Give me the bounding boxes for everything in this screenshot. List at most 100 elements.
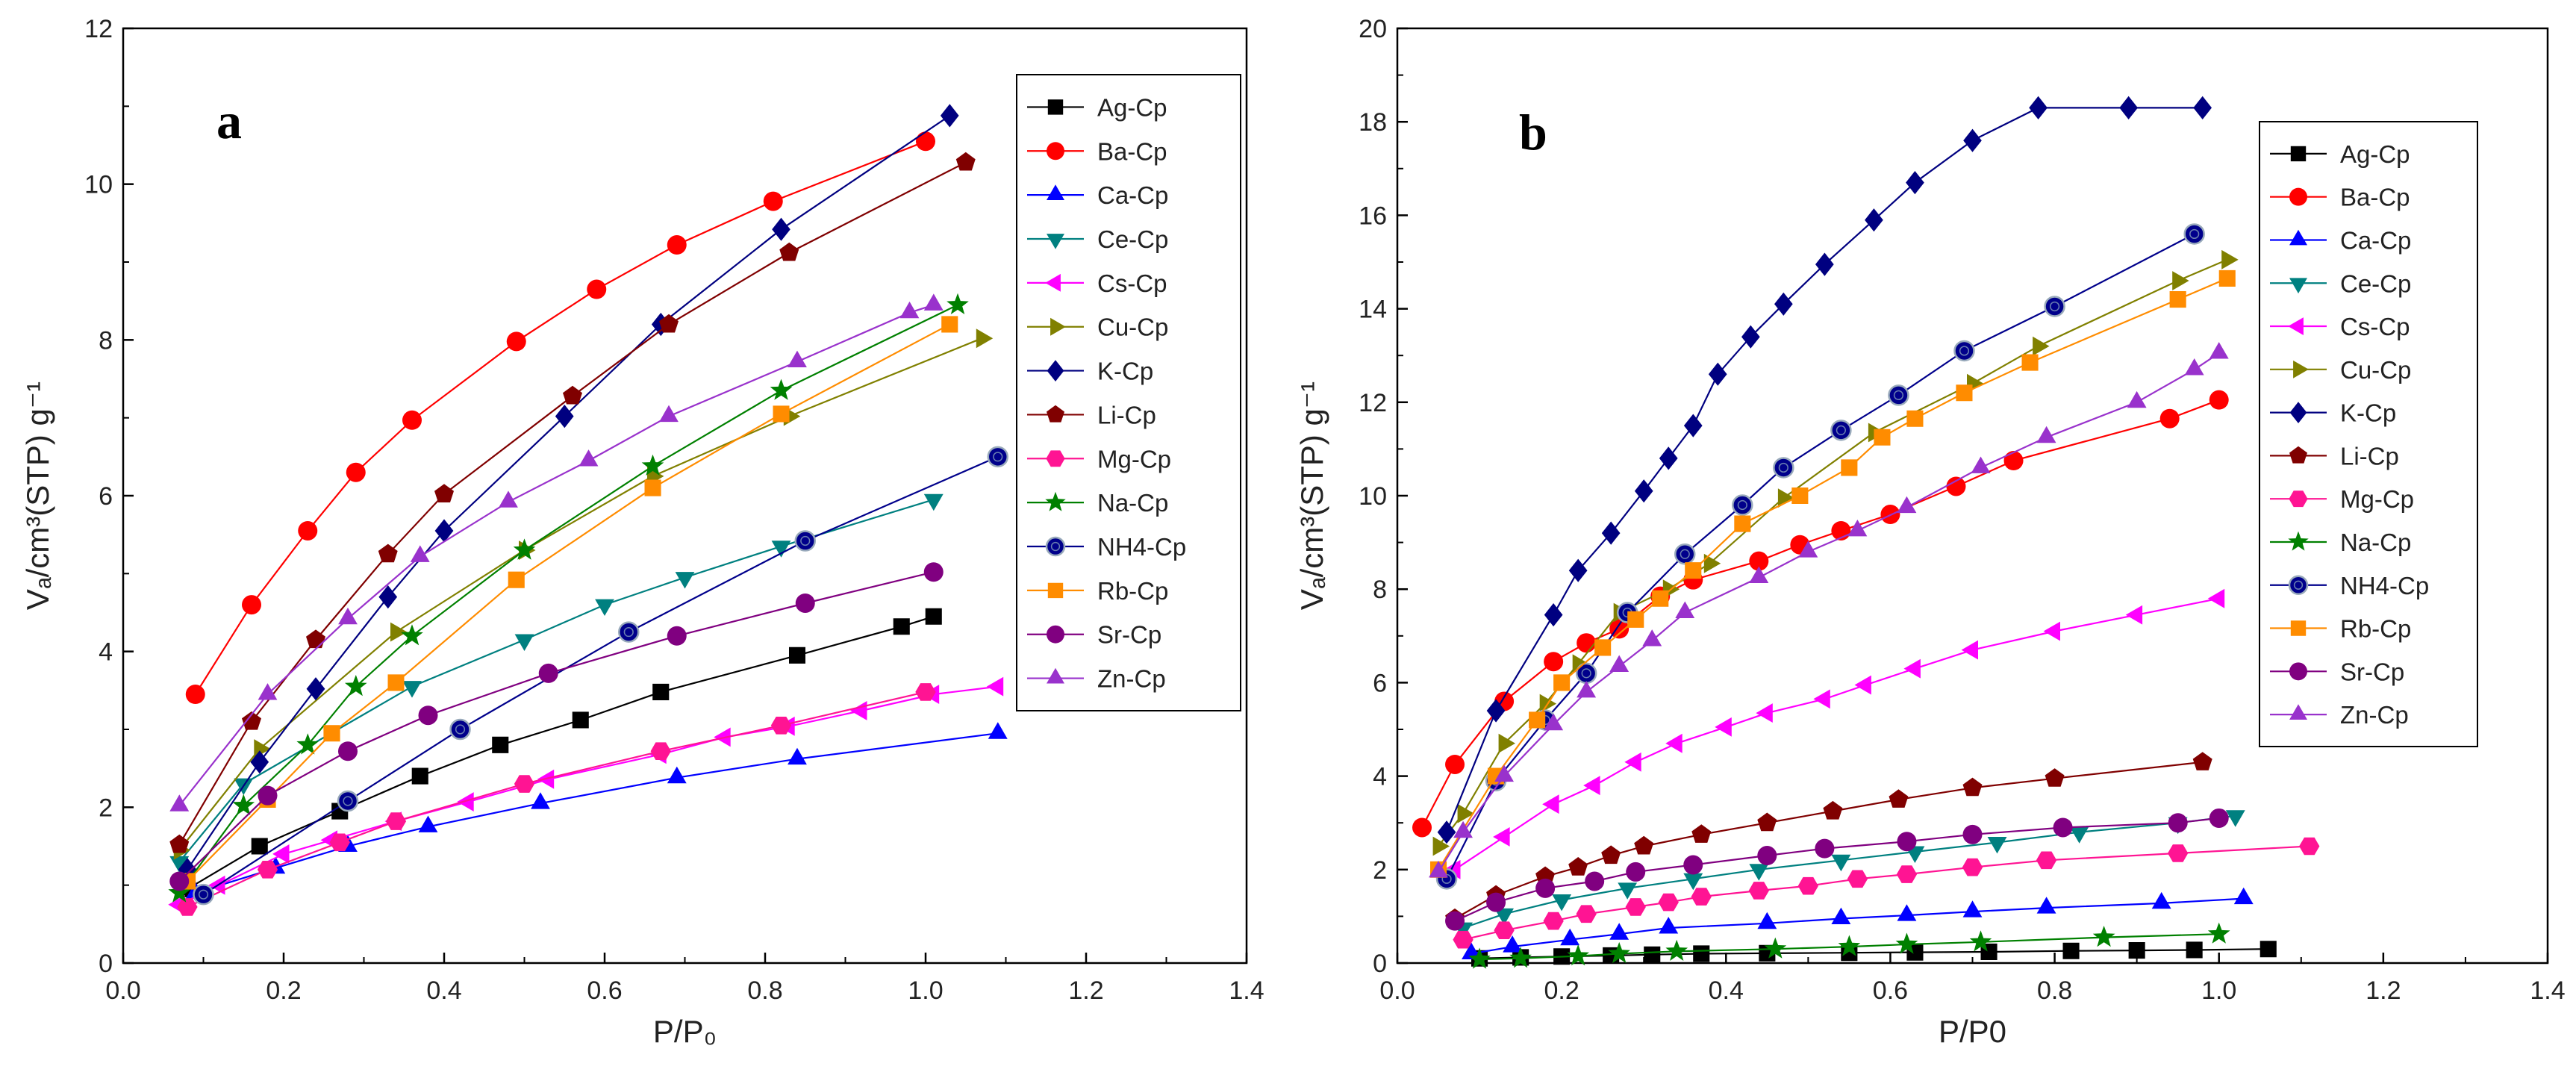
data-point bbox=[955, 152, 976, 171]
data-point bbox=[988, 722, 1008, 739]
data-point bbox=[2069, 826, 2089, 844]
legend-entry: Cu-Cp bbox=[2270, 356, 2411, 384]
series-nh4-cp bbox=[193, 446, 1008, 906]
data-point bbox=[1963, 128, 1982, 152]
data-point bbox=[2209, 390, 2229, 410]
x-tick-label: 0.0 bbox=[1379, 976, 1415, 1005]
data-point bbox=[1468, 947, 1491, 969]
data-point bbox=[1708, 362, 1727, 386]
data-point bbox=[177, 898, 198, 916]
x-tick-label: 1.2 bbox=[1068, 976, 1103, 1005]
data-point bbox=[1757, 846, 1777, 866]
legend-entry: Ag-Cp bbox=[1027, 93, 1167, 121]
data-point bbox=[1865, 208, 1883, 232]
data-point bbox=[2225, 810, 2245, 827]
data-point bbox=[1774, 292, 1793, 316]
legend-entry: NH4-Cp bbox=[1027, 533, 1186, 561]
y-tick-label: 14 bbox=[1359, 296, 1387, 324]
legend-marker bbox=[1045, 273, 1061, 292]
series-rb-cp bbox=[1430, 270, 2236, 878]
legend-marker bbox=[1045, 536, 1066, 557]
legend-entry: Sr-Cp bbox=[2270, 658, 2404, 685]
data-point bbox=[1609, 923, 1630, 940]
data-point bbox=[923, 293, 944, 311]
data-point bbox=[1691, 824, 1712, 843]
data-point bbox=[1798, 540, 1818, 558]
data-point bbox=[1659, 446, 1678, 470]
series-line bbox=[1421, 399, 2220, 829]
series-k-cp bbox=[178, 104, 959, 882]
data-point bbox=[2033, 336, 2050, 356]
series-line bbox=[1454, 597, 2219, 870]
legend-box bbox=[1016, 74, 1241, 711]
data-point bbox=[1583, 776, 1600, 796]
legend-label: Li-Cp bbox=[2340, 442, 2399, 470]
data-point bbox=[1624, 752, 1641, 772]
series-mg-cp bbox=[177, 683, 936, 916]
data-point bbox=[2092, 926, 2115, 947]
series-line bbox=[178, 499, 935, 863]
legend-marker bbox=[1046, 450, 1065, 467]
data-point bbox=[763, 191, 783, 211]
data-point bbox=[659, 314, 679, 333]
data-point bbox=[2207, 922, 2230, 944]
data-point bbox=[1823, 800, 1843, 820]
legend-entry: Na-Cp bbox=[1027, 489, 1168, 517]
data-point bbox=[1734, 515, 1751, 532]
data-point bbox=[1831, 854, 1851, 872]
y-axis-label: Vₐ/cm³(STP) g⁻¹ bbox=[20, 381, 55, 610]
data-point bbox=[250, 750, 269, 774]
data-point bbox=[1956, 384, 1973, 402]
series-line bbox=[194, 140, 926, 695]
legend-entry: Li-Cp bbox=[2270, 442, 2399, 470]
data-point bbox=[789, 647, 805, 664]
data-point bbox=[2125, 605, 2143, 625]
series-nh4-cp bbox=[1435, 223, 2205, 890]
series-ca-cp bbox=[185, 722, 1008, 899]
data-point bbox=[773, 405, 790, 423]
data-point bbox=[401, 624, 423, 646]
data-point bbox=[925, 608, 942, 625]
legend-entry: Ba-Cp bbox=[2270, 184, 2410, 211]
legend-label: Cs-Cp bbox=[2340, 313, 2410, 340]
data-point bbox=[1659, 917, 1679, 934]
data-point bbox=[508, 571, 525, 588]
series-line bbox=[178, 337, 982, 851]
data-point bbox=[1445, 754, 1465, 774]
data-point bbox=[714, 727, 731, 747]
y-tick-label: 2 bbox=[99, 794, 113, 822]
data-point bbox=[578, 449, 599, 467]
data-point bbox=[514, 634, 534, 651]
legend-entry: Ce-Cp bbox=[1027, 225, 1168, 253]
data-point bbox=[378, 543, 398, 563]
x-tick-label: 0.4 bbox=[426, 976, 461, 1005]
data-point bbox=[344, 675, 367, 697]
data-point bbox=[2233, 887, 2254, 905]
legend-entry: Mg-Cp bbox=[1027, 445, 1171, 473]
data-point bbox=[272, 844, 290, 864]
data-point bbox=[1831, 907, 1851, 924]
data-point bbox=[1757, 912, 1777, 929]
legend-marker bbox=[1050, 317, 1066, 336]
legend-entry: Ba-Cp bbox=[1027, 137, 1167, 165]
data-point bbox=[1693, 945, 1710, 962]
data-point bbox=[2053, 817, 2073, 838]
legend-marker bbox=[1047, 405, 1064, 423]
data-point bbox=[770, 378, 793, 400]
data-point bbox=[2209, 342, 2229, 359]
data-point bbox=[1896, 865, 1918, 883]
x-tick-label: 1.2 bbox=[2366, 976, 2401, 1005]
data-point bbox=[1897, 832, 1917, 852]
legend-label: Na-Cp bbox=[2340, 529, 2411, 556]
x-tick-label: 0.8 bbox=[747, 976, 782, 1005]
data-point bbox=[2045, 768, 2065, 787]
legend-entry: Na-Cp bbox=[2270, 529, 2411, 556]
series-ce-cp bbox=[1453, 810, 2245, 939]
data-point bbox=[306, 677, 325, 701]
data-point bbox=[595, 599, 614, 616]
data-point bbox=[434, 519, 454, 543]
series-cs-cp bbox=[1444, 588, 2225, 879]
legend-label: Ag-Cp bbox=[2340, 140, 2410, 168]
data-point bbox=[1691, 888, 1712, 906]
